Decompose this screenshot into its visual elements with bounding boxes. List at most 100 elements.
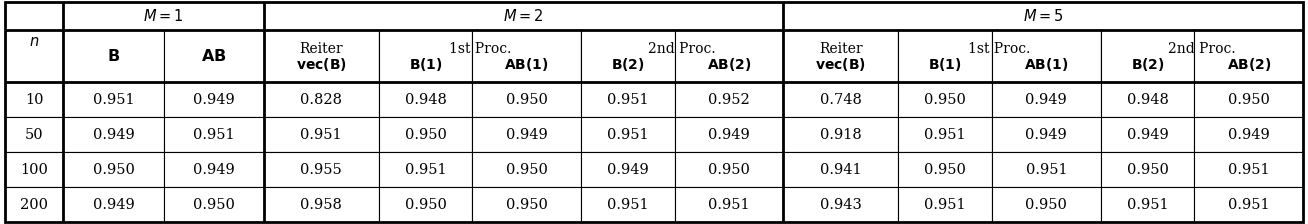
Bar (63, 152, 164, 187)
Text: 0.951: 0.951 (925, 127, 965, 142)
Text: 0.950: 0.950 (1126, 162, 1168, 177)
Bar (5, 82, 63, 117)
Bar (675, 82, 783, 117)
Text: 0.943: 0.943 (820, 198, 862, 211)
Text: $n$: $n$ (29, 35, 39, 49)
Text: $\bf{B}(1)$: $\bf{B}(1)$ (929, 56, 961, 73)
Text: 0.949: 0.949 (93, 198, 135, 211)
Bar (164, 30, 264, 82)
Bar (899, 30, 1100, 82)
Bar (991, 30, 1100, 82)
Text: 0.951: 0.951 (404, 162, 446, 177)
Text: 1st Proc.: 1st Proc. (968, 42, 1031, 56)
Bar (5, 187, 63, 222)
Text: $\bf{B}(2)$: $\bf{B}(2)$ (1130, 56, 1164, 73)
Bar (63, 30, 164, 82)
Text: 0.951: 0.951 (1228, 162, 1270, 177)
Bar (378, 30, 472, 82)
Text: Reiter: Reiter (819, 42, 862, 56)
Text: 0.949: 0.949 (708, 127, 749, 142)
Bar (378, 30, 581, 82)
Text: $\bf{B}(2)$: $\bf{B}(2)$ (611, 56, 645, 73)
Bar (783, 152, 899, 187)
Text: 0.950: 0.950 (925, 162, 967, 177)
Bar (899, 30, 991, 82)
Bar (1100, 30, 1303, 82)
Text: 0.941: 0.941 (820, 162, 862, 177)
Text: 0.958: 0.958 (301, 198, 343, 211)
Text: 0.948: 0.948 (404, 93, 446, 106)
Bar (5, 2, 63, 82)
Bar (378, 152, 472, 187)
Text: $M=2$: $M=2$ (504, 8, 544, 24)
Text: $M=1$: $M=1$ (144, 8, 184, 24)
Bar (164, 117, 264, 152)
Bar (378, 117, 472, 152)
Bar (472, 82, 581, 117)
Text: 0.951: 0.951 (1126, 198, 1168, 211)
Text: $\bf{AB}(1)$: $\bf{AB}(1)$ (505, 56, 549, 73)
Text: 0.950: 0.950 (404, 198, 446, 211)
Bar (5, 117, 63, 152)
Bar (63, 187, 164, 222)
Text: 0.950: 0.950 (1025, 198, 1067, 211)
Text: 0.952: 0.952 (708, 93, 749, 106)
Text: 0.951: 0.951 (301, 127, 341, 142)
Text: $\bf{vec(B)}$: $\bf{vec(B)}$ (296, 56, 347, 73)
Text: 0.951: 0.951 (607, 127, 649, 142)
Bar (581, 117, 675, 152)
Text: 0.951: 0.951 (925, 198, 965, 211)
Bar (675, 152, 783, 187)
Text: 50: 50 (25, 127, 43, 142)
Text: 0.949: 0.949 (607, 162, 649, 177)
Bar (264, 187, 378, 222)
Bar (581, 187, 675, 222)
Text: 200: 200 (20, 198, 48, 211)
Bar (899, 152, 991, 187)
Bar (264, 30, 378, 82)
Bar (5, 152, 63, 187)
Bar (63, 82, 164, 117)
Bar (1194, 117, 1303, 152)
Bar (783, 2, 1303, 30)
Text: 0.951: 0.951 (1228, 198, 1270, 211)
Bar (899, 117, 991, 152)
Bar (1194, 82, 1303, 117)
Bar (783, 187, 899, 222)
Bar (472, 152, 581, 187)
Bar (783, 82, 899, 117)
Bar (675, 187, 783, 222)
Bar (675, 117, 783, 152)
Bar (264, 82, 378, 117)
Text: $\bf{AB}(2)$: $\bf{AB}(2)$ (1227, 56, 1271, 73)
Text: 0.955: 0.955 (301, 162, 341, 177)
Bar (1194, 30, 1303, 82)
Text: $\bf{AB}$: $\bf{AB}$ (201, 47, 226, 65)
Text: 0.950: 0.950 (506, 198, 548, 211)
Bar (899, 82, 991, 117)
Text: 100: 100 (21, 162, 48, 177)
Text: 0.828: 0.828 (300, 93, 343, 106)
Bar (1100, 117, 1194, 152)
Text: 2nd Proc.: 2nd Proc. (649, 42, 715, 56)
Text: 0.950: 0.950 (93, 162, 135, 177)
Bar (472, 30, 581, 82)
Text: 0.951: 0.951 (1025, 162, 1067, 177)
Bar (164, 187, 264, 222)
Text: 0.950: 0.950 (708, 162, 749, 177)
Text: 0.950: 0.950 (506, 93, 548, 106)
Bar (991, 187, 1100, 222)
Bar (1100, 187, 1194, 222)
Text: 0.951: 0.951 (709, 198, 749, 211)
Text: 0.950: 0.950 (1228, 93, 1270, 106)
Text: $\bf{vec(B)}$: $\bf{vec(B)}$ (815, 56, 866, 73)
Bar (264, 2, 783, 30)
Bar (378, 82, 472, 117)
Text: 0.949: 0.949 (93, 127, 135, 142)
Bar (991, 117, 1100, 152)
Text: $\bf{B}(1)$: $\bf{B}(1)$ (408, 56, 442, 73)
Text: $M=5$: $M=5$ (1023, 8, 1063, 24)
Bar (991, 82, 1100, 117)
Text: 0.949: 0.949 (192, 162, 234, 177)
Bar (164, 152, 264, 187)
